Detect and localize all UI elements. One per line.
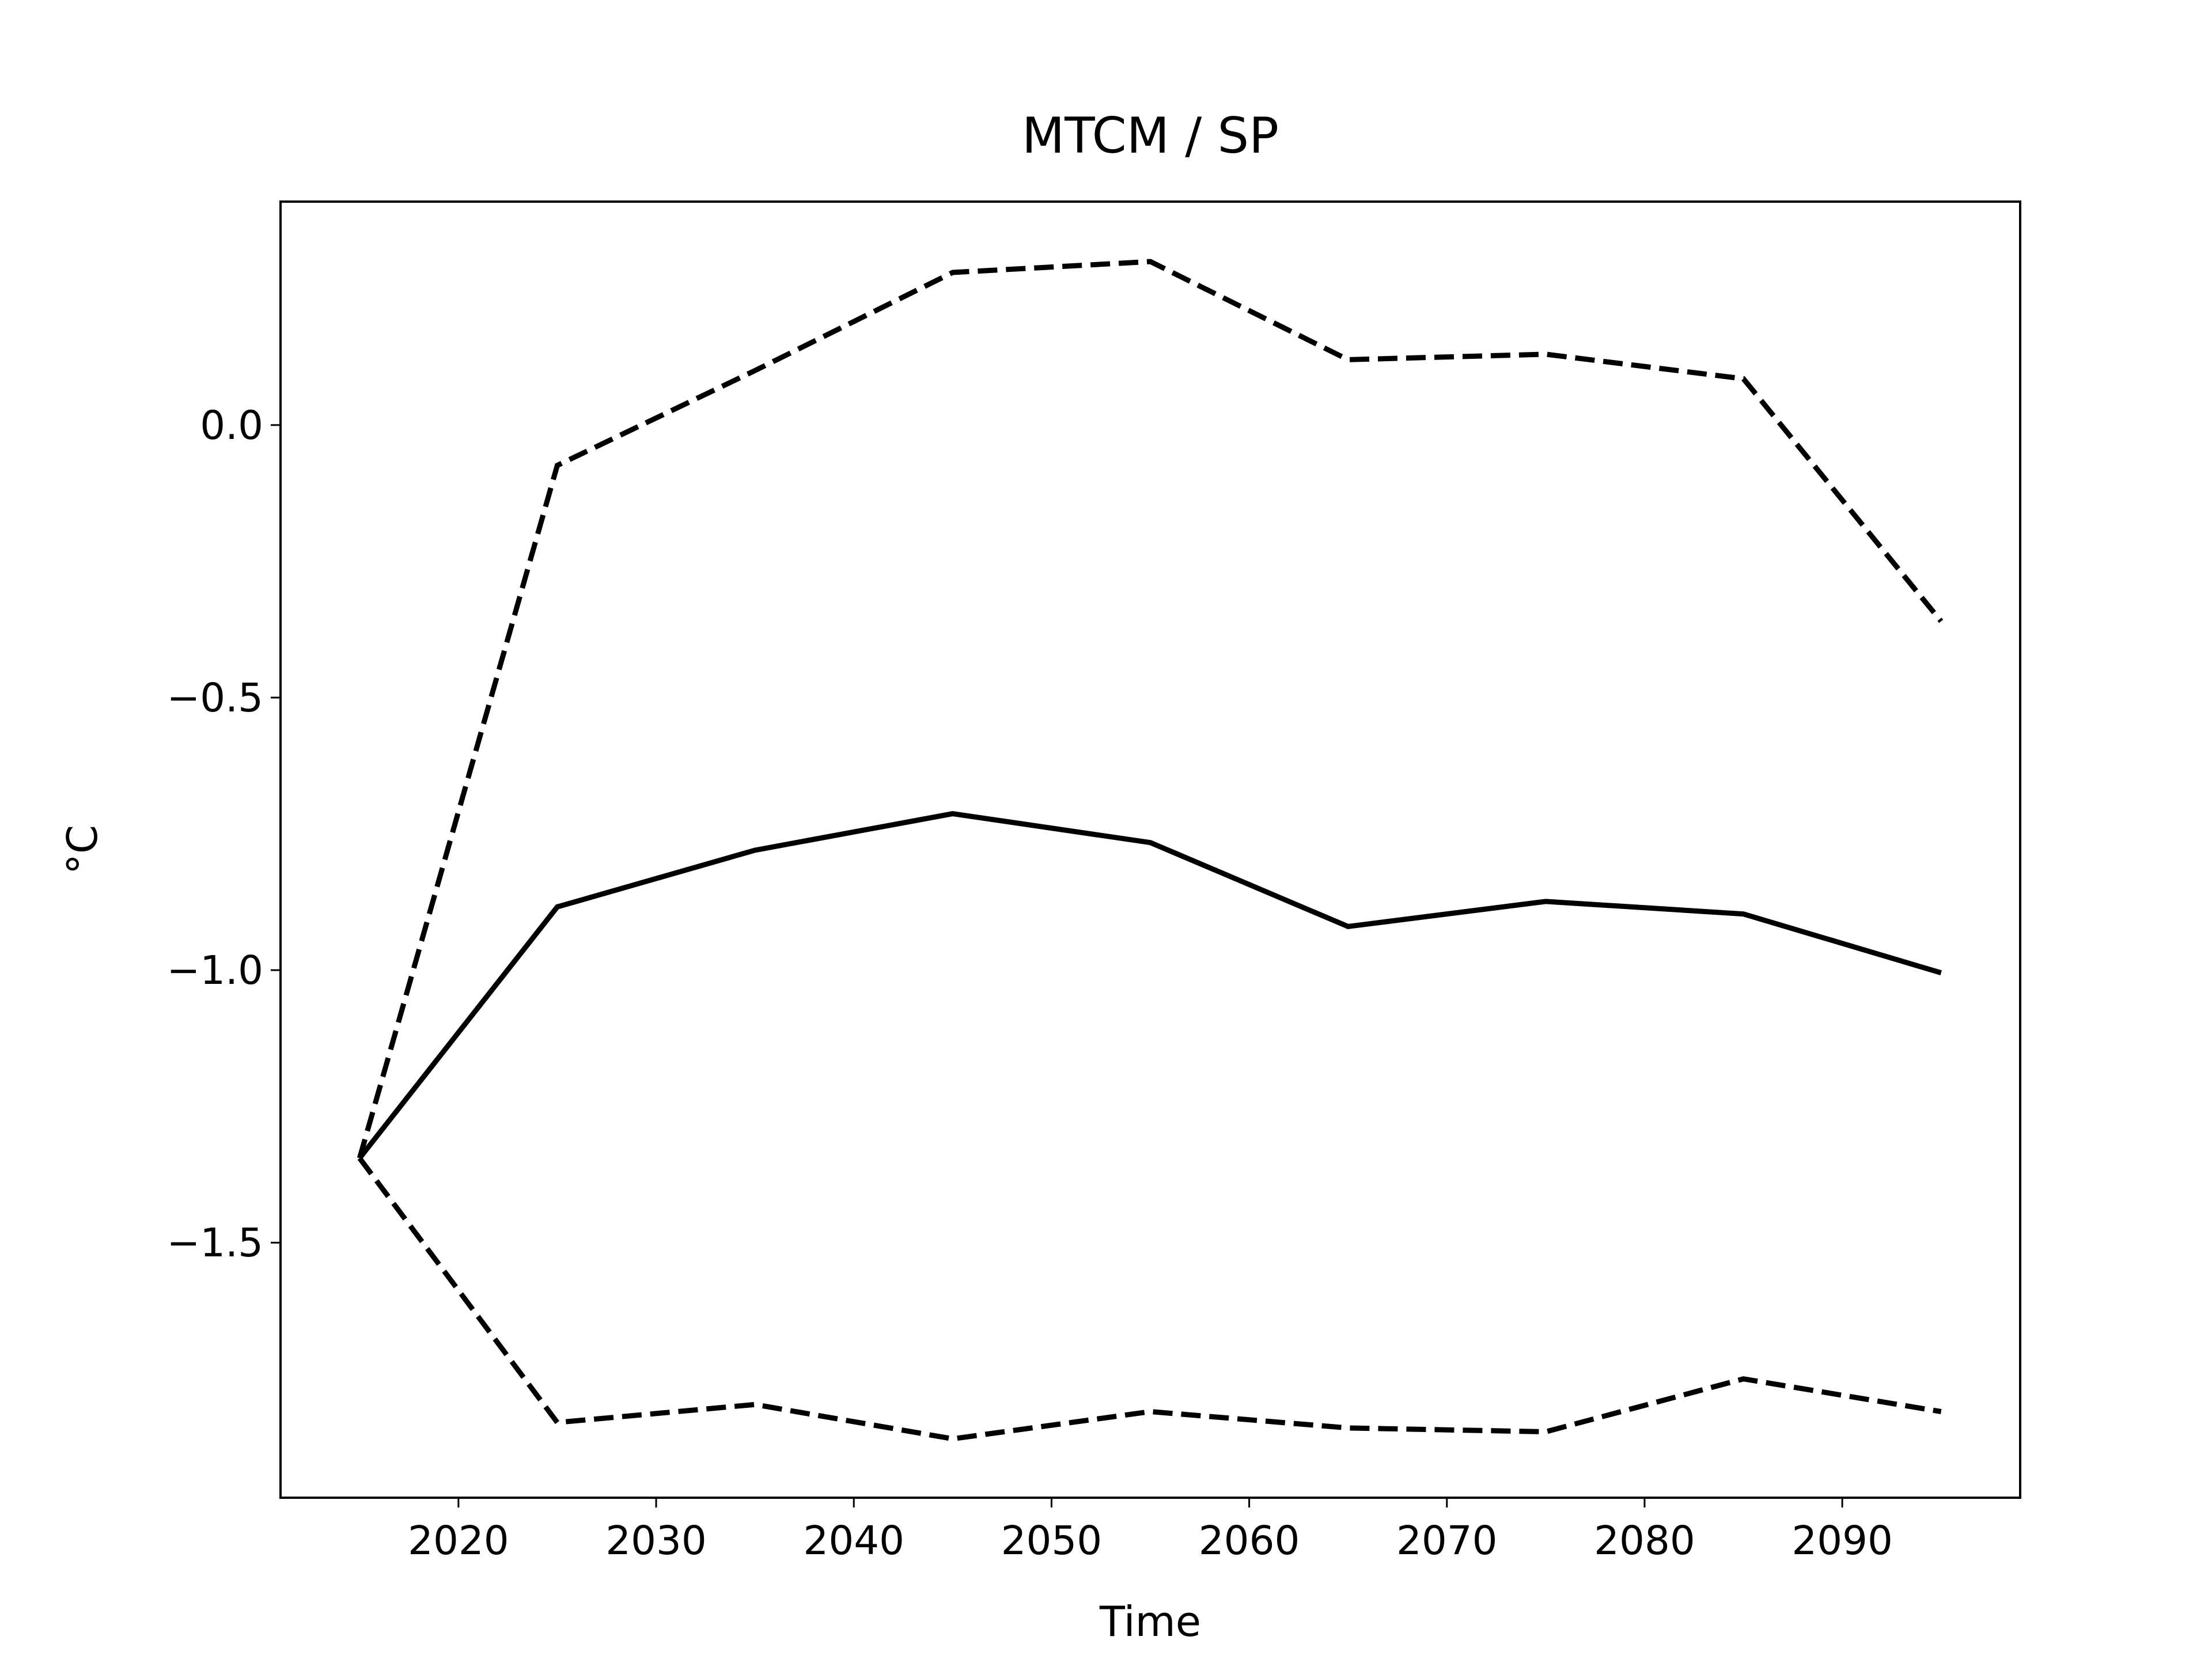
- line-series: [357, 1156, 1942, 1442]
- x-tick-label: 2070: [1396, 1518, 1498, 1564]
- chart-title: MTCM / SP: [1022, 107, 1279, 165]
- x-tick-label: 2020: [408, 1518, 509, 1564]
- x-tick-label: 2050: [1001, 1518, 1103, 1564]
- x-tick-label: 2030: [605, 1518, 707, 1564]
- x-tick-label: 2090: [1791, 1518, 1893, 1564]
- plot-frame: [279, 200, 2021, 1499]
- y-axis-label: °C: [58, 825, 107, 874]
- y-tick-label: 0.0: [200, 403, 263, 449]
- x-tick-label: 2060: [1199, 1518, 1300, 1564]
- y-tick-label: −0.5: [166, 675, 263, 721]
- x-tick-label: 2080: [1594, 1518, 1695, 1564]
- x-tick-label: 2040: [803, 1518, 904, 1564]
- x-axis-label: Time: [1099, 1597, 1201, 1646]
- y-tick-label: −1.0: [166, 948, 263, 994]
- line-series: [357, 259, 1944, 1159]
- line-series: [357, 810, 1942, 1160]
- y-tick-label: −1.5: [166, 1220, 263, 1266]
